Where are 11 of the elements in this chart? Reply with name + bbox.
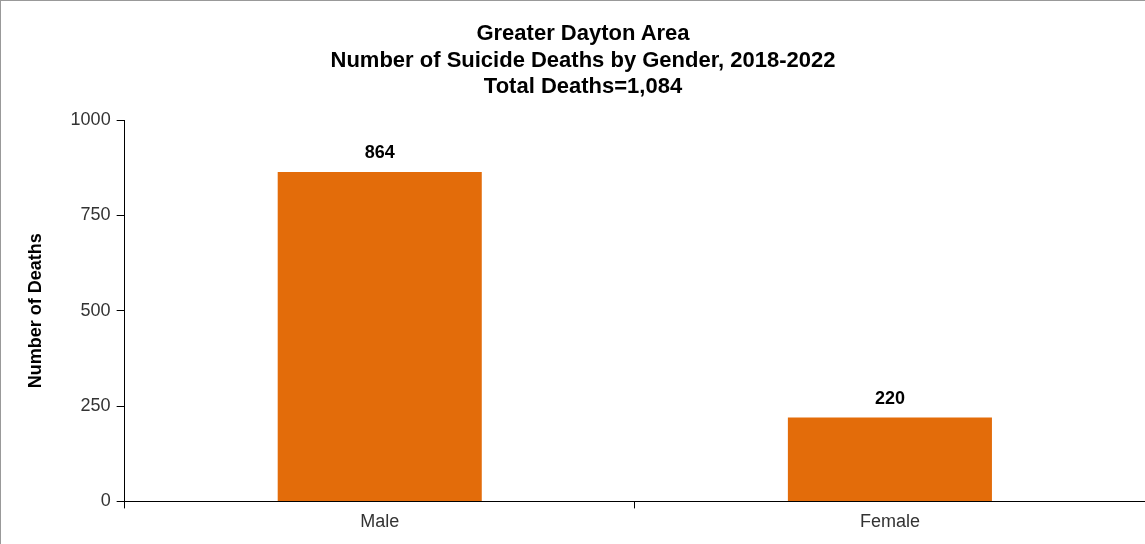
y-tick-label: 1000 xyxy=(70,109,111,130)
y-tick-label: 250 xyxy=(80,395,111,416)
y-axis-title: Number of Deaths xyxy=(24,233,45,389)
y-tick-label: 0 xyxy=(100,490,111,511)
x-tick-label: Female xyxy=(859,511,920,532)
data-label: 864 xyxy=(364,142,395,163)
y-tick-label: 750 xyxy=(80,204,111,225)
chart-title: Greater Dayton Area Number of Suicide Deaths by Gender, 2018-2022 Total Deaths=1,084 xyxy=(330,20,836,99)
x-tick-label: Male xyxy=(360,511,400,532)
data-label: 220 xyxy=(874,387,905,408)
y-tick-label: 500 xyxy=(80,299,111,320)
